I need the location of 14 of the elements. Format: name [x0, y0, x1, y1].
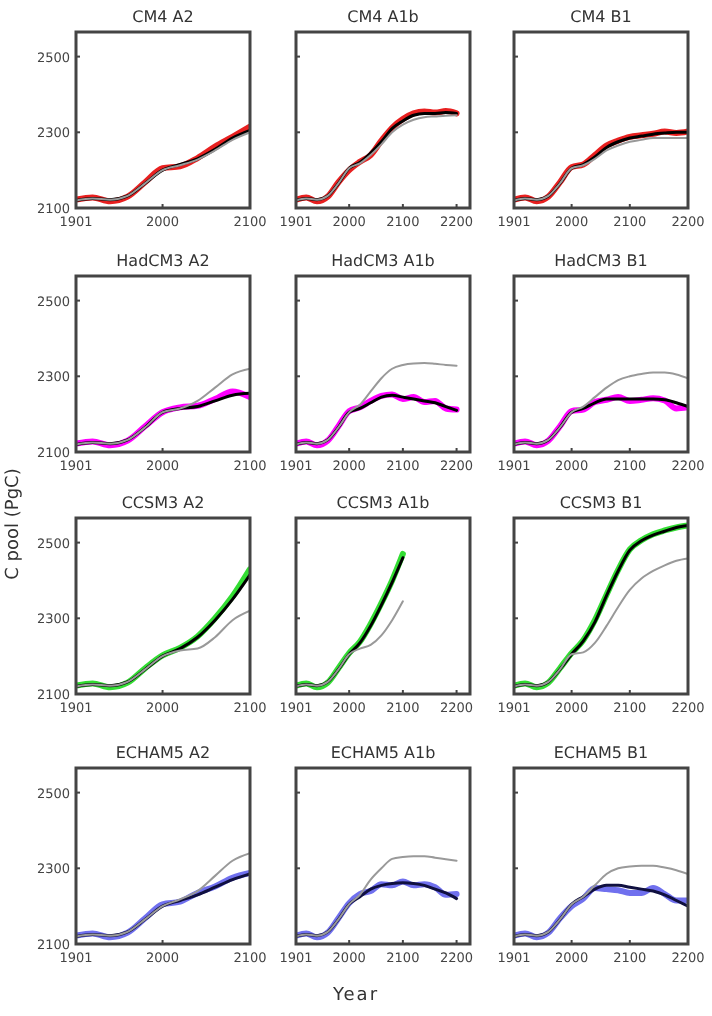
chart-title: CM4 A2 [132, 8, 194, 26]
chart-title: ECHAM5 A2 [115, 744, 211, 762]
chart-title: ECHAM5 A1b [330, 744, 436, 762]
chart-title: CM4 B1 [570, 8, 632, 26]
chart-title: HadCM3 B1 [554, 252, 648, 270]
chart-title: ECHAM5 B1 [553, 744, 649, 762]
chart-title: CCSM3 B1 [559, 494, 643, 512]
chart-title: CM4 A1b [347, 8, 419, 26]
chart-title: HadCM3 A2 [116, 252, 210, 270]
chart-title: HadCM3 A1b [331, 252, 435, 270]
y-axis-title: C pool (PgC) [4, 468, 24, 580]
chart-title: CCSM3 A2 [121, 494, 205, 512]
x-axis-title: Year [330, 986, 380, 1006]
chart-title: CCSM3 A1b [336, 494, 430, 512]
